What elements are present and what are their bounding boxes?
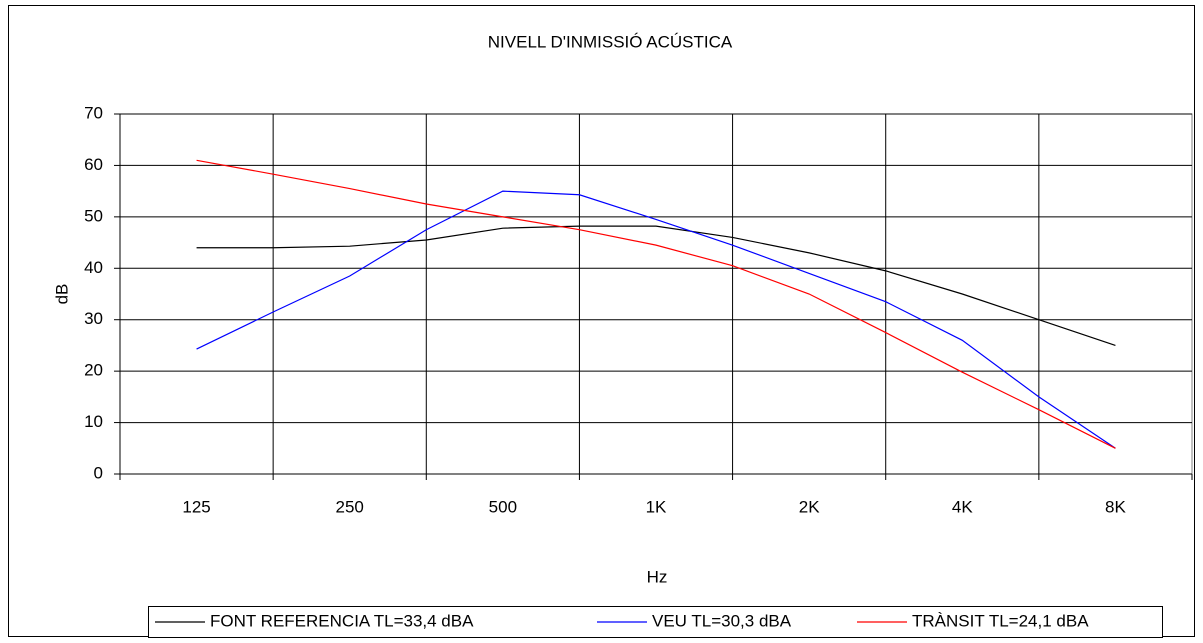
y-tick-label: 50 [84, 206, 103, 225]
chart-title: NIVELL D'INMISSIÓ ACÚSTICA [488, 32, 733, 51]
y-tick-label: 70 [84, 103, 103, 122]
series-line [196, 159, 1116, 449]
series-line [196, 225, 1116, 346]
legend-label: TRÀNSIT TL=24,1 dBA [912, 611, 1089, 630]
y-axis-label: dB [52, 284, 71, 305]
plot-area [119, 113, 1193, 475]
x-tick-label: 1K [646, 497, 667, 516]
y-tick-label: 10 [84, 412, 103, 431]
x-axis-label: Hz [647, 567, 668, 586]
series-line [196, 190, 1116, 449]
x-tick-label: 250 [336, 497, 364, 516]
y-tick-label: 60 [84, 155, 103, 174]
x-tick-label: 8K [1105, 497, 1126, 516]
x-tick-label: 125 [182, 497, 210, 516]
y-tick-label: 40 [84, 258, 103, 277]
y-tick-label: 0 [94, 463, 103, 482]
y-tick-label: 30 [84, 309, 103, 328]
legend-box [148, 606, 1163, 638]
x-tick-label: 500 [489, 497, 517, 516]
x-tick-label: 2K [799, 497, 820, 516]
legend-label: VEU TL=30,3 dBA [652, 611, 792, 630]
y-tick-label: 20 [84, 361, 103, 380]
legend-label: FONT REFERENCIA TL=33,4 dBA [210, 611, 474, 630]
x-tick-label: 4K [952, 497, 973, 516]
